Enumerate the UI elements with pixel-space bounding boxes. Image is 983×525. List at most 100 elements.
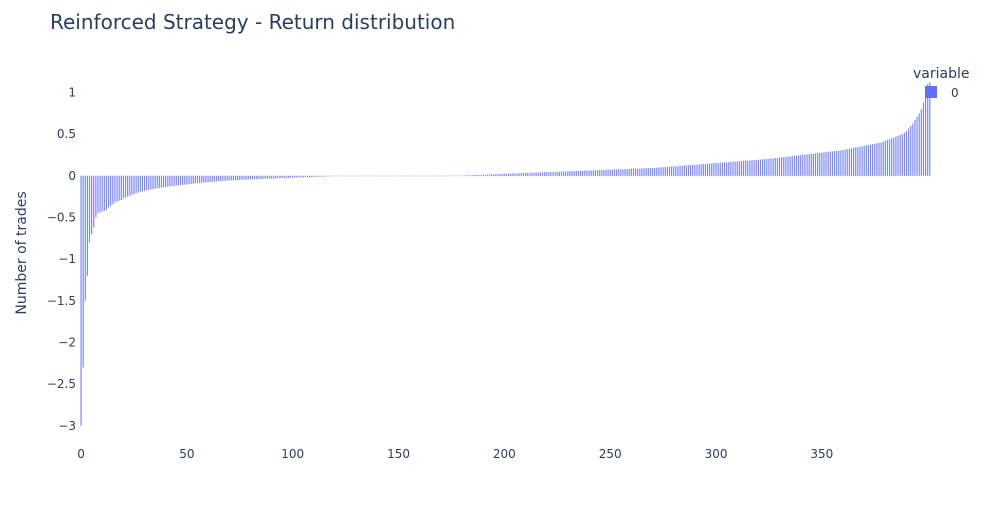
bar[interactable] [694, 164, 696, 176]
bar[interactable] [550, 172, 552, 176]
bar[interactable] [626, 169, 628, 176]
bar[interactable] [173, 175, 175, 186]
bar[interactable] [719, 162, 721, 176]
bar[interactable] [751, 160, 753, 176]
bar[interactable] [465, 175, 467, 176]
bar[interactable] [582, 170, 584, 176]
bar[interactable] [537, 172, 539, 176]
bar[interactable] [226, 175, 228, 181]
bar[interactable] [129, 175, 131, 196]
bar[interactable] [844, 149, 846, 176]
bar[interactable] [698, 164, 700, 176]
bar[interactable] [730, 161, 732, 176]
bar[interactable] [522, 173, 525, 176]
bar[interactable] [825, 152, 827, 176]
bar[interactable] [664, 167, 666, 176]
bar[interactable] [556, 171, 558, 176]
bar[interactable] [787, 156, 789, 176]
bar[interactable] [831, 151, 834, 176]
bar[interactable] [838, 150, 840, 176]
bar[interactable] [122, 175, 124, 199]
bar[interactable] [275, 175, 277, 179]
bar[interactable] [124, 175, 127, 198]
bar[interactable] [738, 161, 740, 176]
bar[interactable] [158, 175, 160, 188]
bar[interactable] [797, 155, 800, 176]
bar[interactable] [806, 154, 808, 176]
bar[interactable] [317, 175, 319, 177]
bar[interactable] [309, 175, 311, 178]
bar[interactable] [546, 172, 548, 176]
bar[interactable] [704, 163, 707, 176]
bar[interactable] [732, 161, 734, 176]
bar[interactable] [306, 175, 309, 178]
bar[interactable] [118, 175, 120, 201]
bar[interactable] [533, 172, 535, 176]
bar[interactable] [285, 175, 287, 178]
bar[interactable] [469, 175, 472, 176]
bar[interactable] [328, 175, 330, 177]
bar[interactable] [745, 160, 747, 176]
bar[interactable] [86, 175, 88, 276]
bar[interactable] [186, 175, 188, 185]
bar[interactable] [620, 169, 622, 176]
bar[interactable] [893, 137, 895, 176]
bar[interactable] [501, 173, 503, 176]
bar[interactable] [709, 163, 711, 176]
bar[interactable] [205, 175, 207, 183]
bar[interactable] [315, 175, 317, 177]
bar[interactable] [643, 168, 645, 176]
bar[interactable] [493, 174, 495, 176]
bar[interactable] [759, 159, 762, 176]
bar[interactable] [150, 175, 152, 190]
bar[interactable] [552, 171, 554, 176]
bar[interactable] [577, 170, 580, 176]
bar[interactable] [647, 168, 649, 176]
bar[interactable] [715, 163, 717, 176]
bar[interactable] [781, 157, 783, 176]
bar[interactable] [584, 170, 586, 176]
bar[interactable] [865, 145, 867, 176]
bar[interactable] [156, 175, 158, 189]
bar[interactable] [133, 175, 135, 195]
bar[interactable] [789, 156, 791, 176]
bar[interactable] [152, 175, 154, 190]
bar[interactable] [615, 169, 618, 176]
bar[interactable] [270, 175, 273, 179]
bar[interactable] [218, 175, 220, 182]
bar[interactable] [323, 175, 326, 177]
bar[interactable] [855, 147, 857, 176]
bar[interactable] [325, 175, 328, 177]
bar[interactable] [249, 175, 251, 180]
bar[interactable] [575, 171, 577, 176]
bar[interactable] [609, 169, 611, 176]
bar[interactable] [721, 162, 723, 176]
bar[interactable] [791, 156, 793, 176]
bar[interactable] [673, 166, 675, 176]
bar[interactable] [300, 175, 302, 178]
bar[interactable] [254, 175, 256, 180]
bar[interactable] [247, 175, 249, 180]
bar[interactable] [541, 172, 544, 176]
bar[interactable] [687, 165, 690, 176]
bar[interactable] [651, 168, 654, 176]
bar[interactable] [211, 175, 213, 182]
bar[interactable] [749, 160, 751, 176]
bar[interactable] [588, 170, 590, 176]
bar[interactable] [213, 175, 215, 182]
bar[interactable] [677, 166, 679, 176]
bar[interactable] [778, 157, 781, 176]
bar[interactable] [112, 175, 114, 205]
bar[interactable] [916, 116, 918, 176]
bar[interactable] [901, 134, 903, 176]
bar[interactable] [281, 175, 283, 179]
bar[interactable] [230, 175, 232, 181]
bar[interactable] [283, 175, 285, 179]
bar[interactable] [256, 175, 258, 180]
bar[interactable] [594, 170, 596, 176]
bar[interactable] [880, 142, 882, 176]
bar[interactable] [93, 175, 95, 228]
bar[interactable] [251, 175, 254, 180]
bar[interactable] [548, 172, 550, 176]
bar[interactable] [628, 168, 630, 176]
